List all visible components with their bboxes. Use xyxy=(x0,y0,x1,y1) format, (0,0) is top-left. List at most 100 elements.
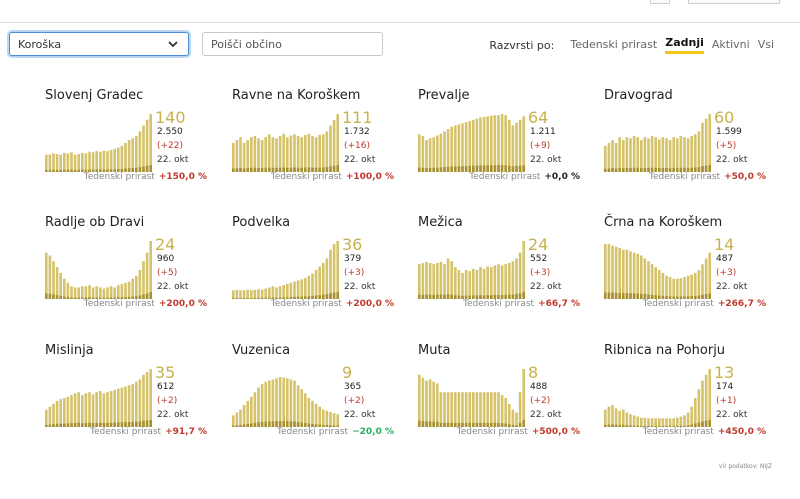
new-cases-bar xyxy=(486,165,489,172)
cases-bar xyxy=(63,398,66,427)
new-cases-bar xyxy=(81,169,84,172)
cases-bar xyxy=(661,418,665,427)
cases-bar xyxy=(81,395,84,427)
cases-bar xyxy=(425,140,428,172)
cases-bar xyxy=(607,243,611,299)
cases-bar xyxy=(479,392,482,427)
cases-bar xyxy=(504,115,507,172)
cases-bar xyxy=(468,271,471,299)
region-select[interactable]: Koroška xyxy=(9,32,189,56)
cases-bar xyxy=(658,270,661,299)
municipality-card[interactable]: Podvelka 36 379 (+3) 22. okt Tedenski prirast… xyxy=(232,215,394,325)
new-cases-bar xyxy=(242,297,246,299)
new-cases-bar xyxy=(88,297,91,299)
cases-bar xyxy=(329,125,332,172)
cases-bar xyxy=(336,114,339,172)
cases-bar xyxy=(242,290,246,299)
sort-option-all[interactable]: Vsi xyxy=(757,37,774,51)
new-cases-bar xyxy=(708,165,711,172)
sort-option-latest[interactable]: Zadnji xyxy=(665,36,704,54)
cases-bar xyxy=(508,403,511,427)
cases-bar xyxy=(704,258,708,299)
new-cases-bar xyxy=(145,293,149,299)
cases-bar xyxy=(708,369,711,427)
new-cases-bar xyxy=(679,296,683,299)
cases-bar xyxy=(508,119,511,172)
municipality-card[interactable]: Mislinja 35 612 (+2) 22. okt Tedenski prirast… xyxy=(45,343,207,453)
new-cases-bar xyxy=(676,167,679,172)
cases-bar xyxy=(278,136,282,172)
new-cases-bar xyxy=(131,296,134,299)
new-cases-bar xyxy=(282,167,285,172)
new-cases-bar xyxy=(472,295,475,299)
municipality-card[interactable]: Dravograd 60 1.599 (+5) 22. okt Tedenski prir… xyxy=(604,88,766,198)
municipality-card[interactable]: Muta 8 488 (+2) 22. okt Tedenski prirast +500,… xyxy=(418,343,580,453)
municipality-card[interactable]: Prevalje 64 1.211 (+9) 22. okt Tedenski prira… xyxy=(418,88,580,198)
sort-option-weekly-growth[interactable]: Tedenski prirast xyxy=(570,37,658,51)
new-cases-bar xyxy=(131,421,134,427)
new-cases-bar xyxy=(607,292,611,299)
new-cases-bar xyxy=(518,422,522,427)
municipality-card[interactable]: Radlje ob Dravi 24 960 (+5) 22. okt Tedenski … xyxy=(45,215,207,325)
cases-bar xyxy=(504,264,507,299)
cases-bar xyxy=(668,418,672,427)
municipality-search-input[interactable] xyxy=(202,32,383,56)
cases-bar xyxy=(318,134,321,172)
new-cases-bar xyxy=(332,292,336,299)
new-cases-bar xyxy=(336,292,339,299)
cases-bar xyxy=(239,409,242,427)
new-cases-bar xyxy=(461,295,464,299)
cases-bar xyxy=(446,392,450,427)
new-cases-bar xyxy=(694,423,697,427)
cases-bar xyxy=(117,285,120,299)
new-cases-bar xyxy=(607,424,611,427)
cases-bar xyxy=(257,387,260,427)
new-cases-bar xyxy=(421,167,425,172)
cases-bar xyxy=(686,275,690,299)
new-cases-bar xyxy=(604,168,607,172)
municipality-card[interactable]: Mežica 24 552 (+3) 22. okt Tedenski prirast +6… xyxy=(418,215,580,325)
cases-bar xyxy=(124,282,127,299)
new-cases-bar xyxy=(479,165,482,172)
new-cases-bar xyxy=(239,424,242,427)
municipality-card[interactable]: Ribnica na Pohorju 13 174 (+1) 22. okt Tedens… xyxy=(604,343,766,453)
cases-bar xyxy=(518,252,522,299)
cases-bar xyxy=(106,287,109,299)
municipality-card[interactable]: Vuzenica 9 365 (+2) 22. okt Tedenski prirast −… xyxy=(232,343,394,453)
new-cases-bar xyxy=(329,425,332,427)
new-cases-bar xyxy=(260,421,264,427)
cases-bar xyxy=(55,154,59,172)
new-cases-bar xyxy=(66,423,70,427)
municipality-card[interactable]: Ravne na Koroškem 111 1.732 (+16) 22. okt Ted… xyxy=(232,88,394,198)
new-cases-bar xyxy=(257,297,260,299)
weekly-growth: Tedenski prirast +50,0 % xyxy=(649,172,766,182)
cases-bar xyxy=(461,123,464,172)
new-cases-bar xyxy=(461,166,464,172)
municipality-card[interactable]: Črna na Koroškem 14 487 (+3) 22. okt Tedenski… xyxy=(604,215,766,325)
new-cases-bar xyxy=(102,169,106,172)
region-select-value: Koroška xyxy=(18,37,62,51)
new-cases-bar xyxy=(120,422,124,427)
cases-bar xyxy=(271,286,275,299)
new-cases-bar xyxy=(117,169,120,172)
cases-bar xyxy=(614,246,618,299)
new-cases-bar xyxy=(694,295,697,299)
sort-option-active[interactable]: Aktivni xyxy=(711,37,750,51)
weekly-growth-label: Tedenski prirast xyxy=(463,299,535,309)
new-cases-bar xyxy=(336,425,339,427)
weekly-growth-label: Tedenski prirast xyxy=(90,427,162,437)
cases-bar xyxy=(325,258,329,299)
cases-bar xyxy=(428,379,432,427)
municipality-card[interactable]: Slovenj Gradec 140 2.550 (+22) 22. okt Tedens… xyxy=(45,88,207,198)
new-cases-bar xyxy=(650,294,654,299)
new-cases-bar xyxy=(257,422,260,427)
new-cases-bar xyxy=(604,292,607,299)
cases-bar xyxy=(654,267,657,299)
new-cases-bar xyxy=(235,425,239,427)
cases-bar xyxy=(676,138,679,172)
cases-bar xyxy=(314,270,318,299)
new-cases-bar xyxy=(650,425,654,427)
new-cases-bar xyxy=(622,293,625,299)
cases-bar xyxy=(260,289,264,299)
cases-bar xyxy=(490,115,493,172)
